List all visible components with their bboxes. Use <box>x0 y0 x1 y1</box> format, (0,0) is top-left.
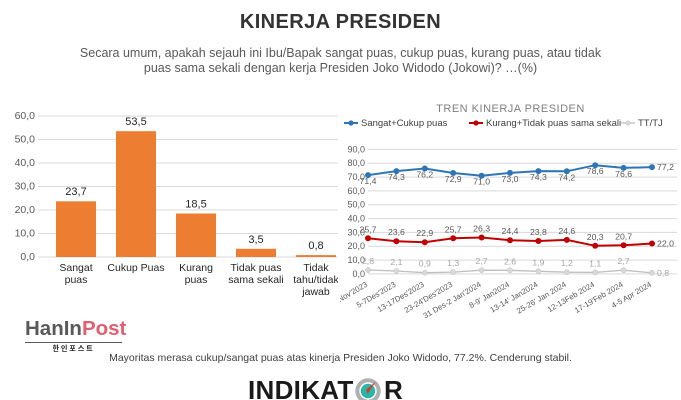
svg-text:20,0: 20,0 <box>15 204 36 216</box>
svg-text:24,6: 24,6 <box>558 226 575 236</box>
svg-text:Cukup Puas: Cukup Puas <box>107 262 164 274</box>
svg-text:50,0: 50,0 <box>347 200 365 210</box>
svg-text:10,0: 10,0 <box>15 228 36 240</box>
svg-text:Sangat: Sangat <box>59 262 92 274</box>
svg-text:74,3: 74,3 <box>530 172 547 182</box>
svg-text:sama sekali: sama sekali <box>228 274 283 286</box>
svg-text:tahu/tidak: tahu/tidak <box>293 274 338 286</box>
svg-text:Sangat+Cukup puas: Sangat+Cukup puas <box>361 118 448 129</box>
svg-text:72,9: 72,9 <box>445 174 462 184</box>
svg-text:22,0: 22,0 <box>657 239 674 249</box>
svg-text:2,7: 2,7 <box>618 256 630 266</box>
svg-text:73,0: 73,0 <box>502 174 519 184</box>
svg-text:puas: puas <box>65 274 88 286</box>
svg-text:2,8: 2,8 <box>362 256 374 266</box>
svg-text:50,0: 50,0 <box>15 134 36 146</box>
svg-text:1,9: 1,9 <box>532 257 544 267</box>
svg-text:23,8: 23,8 <box>530 227 547 237</box>
svg-text:60,0: 60,0 <box>347 186 365 196</box>
svg-text:40,0: 40,0 <box>15 157 36 169</box>
svg-text:80,0: 80,0 <box>347 158 365 168</box>
svg-text:78,6: 78,6 <box>587 166 604 176</box>
svg-text:Tidak puas: Tidak puas <box>231 262 282 274</box>
svg-text:23,7: 23,7 <box>65 186 86 198</box>
svg-text:71,4: 71,4 <box>360 176 377 186</box>
svg-text:23,6: 23,6 <box>388 227 405 237</box>
svg-text:24,4: 24,4 <box>502 226 519 236</box>
svg-text:2,6: 2,6 <box>504 256 516 266</box>
svg-text:76,6: 76,6 <box>615 169 632 179</box>
svg-text:2,7: 2,7 <box>476 256 488 266</box>
svg-text:TT/TJ: TT/TJ <box>638 118 663 129</box>
svg-text:18,5: 18,5 <box>185 199 206 211</box>
svg-text:jawab: jawab <box>301 286 330 298</box>
svg-text:30,0: 30,0 <box>15 181 36 193</box>
svg-text:25,7: 25,7 <box>360 224 377 234</box>
svg-text:0,0: 0,0 <box>20 251 35 263</box>
svg-text:74,3: 74,3 <box>388 172 405 182</box>
svg-text:90,0: 90,0 <box>347 144 365 154</box>
svg-text:74,2: 74,2 <box>558 172 575 182</box>
svg-text:25,7: 25,7 <box>445 224 462 234</box>
svg-text:R: R <box>384 376 403 400</box>
svg-text:0,8: 0,8 <box>308 240 323 252</box>
svg-text:2,1: 2,1 <box>390 257 402 267</box>
svg-text:60,0: 60,0 <box>15 110 36 122</box>
svg-text:77,2: 77,2 <box>657 162 674 172</box>
svg-text:Tidak: Tidak <box>303 262 329 274</box>
svg-text:3,5: 3,5 <box>248 234 263 246</box>
svg-text:1,2: 1,2 <box>561 258 573 268</box>
svg-text:20,0: 20,0 <box>347 241 365 251</box>
svg-text:1,1: 1,1 <box>589 258 601 268</box>
svg-text:Kurang+Tidak puas sama sekali: Kurang+Tidak puas sama sekali <box>486 118 621 129</box>
svg-text:20,7: 20,7 <box>615 231 632 241</box>
svg-text:22,9: 22,9 <box>416 228 433 238</box>
svg-text:71,0: 71,0 <box>473 177 490 187</box>
svg-text:Kurang: Kurang <box>179 262 213 274</box>
svg-text:INDIKAT: INDIKAT <box>248 376 354 400</box>
svg-text:26,3: 26,3 <box>473 224 490 234</box>
svg-text:0,9: 0,9 <box>419 259 431 269</box>
svg-text:puas: puas <box>185 274 208 286</box>
svg-text:1,3: 1,3 <box>447 258 459 268</box>
svg-text:40,0: 40,0 <box>347 214 365 224</box>
svg-text:20,3: 20,3 <box>587 232 604 242</box>
svg-text:53,5: 53,5 <box>125 116 146 128</box>
svg-text:76,2: 76,2 <box>416 170 433 180</box>
